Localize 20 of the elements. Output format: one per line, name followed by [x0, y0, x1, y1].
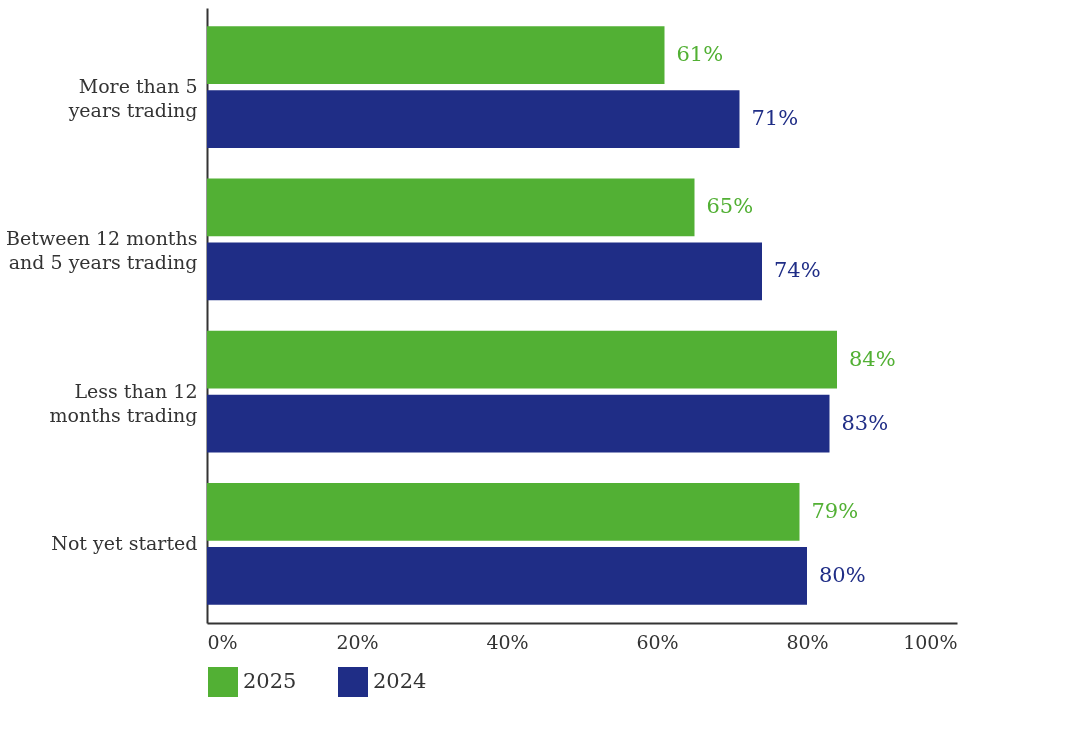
data-label: 80% [819, 562, 866, 587]
x-tick-label: 0% [207, 630, 238, 653]
x-tick-label: 80% [786, 630, 829, 653]
y-tick-label: More than 5 years trading [67, 75, 198, 122]
data-label: 83% [841, 410, 889, 435]
data-label: 71% [751, 106, 799, 131]
x-tick-label: 60% [636, 630, 679, 653]
x-tick-label: 20% [336, 630, 379, 653]
x-tick-label: 40% [486, 630, 529, 653]
legend-label: 2024 [373, 669, 427, 693]
y-tick-label: Less than 12 months trading [49, 379, 198, 426]
data-label: 84% [849, 346, 896, 371]
y-tick-label: Between 12 months and 5 years trading [6, 227, 198, 274]
x-tick-label: 100% [903, 630, 958, 653]
data-label: 61% [676, 42, 724, 67]
data-label: 79% [811, 498, 859, 523]
data-label: 74% [774, 258, 821, 283]
y-tick-label: Not yet started [51, 531, 198, 554]
legend-label: 2025 [243, 669, 297, 693]
data-label: 65% [706, 194, 754, 219]
